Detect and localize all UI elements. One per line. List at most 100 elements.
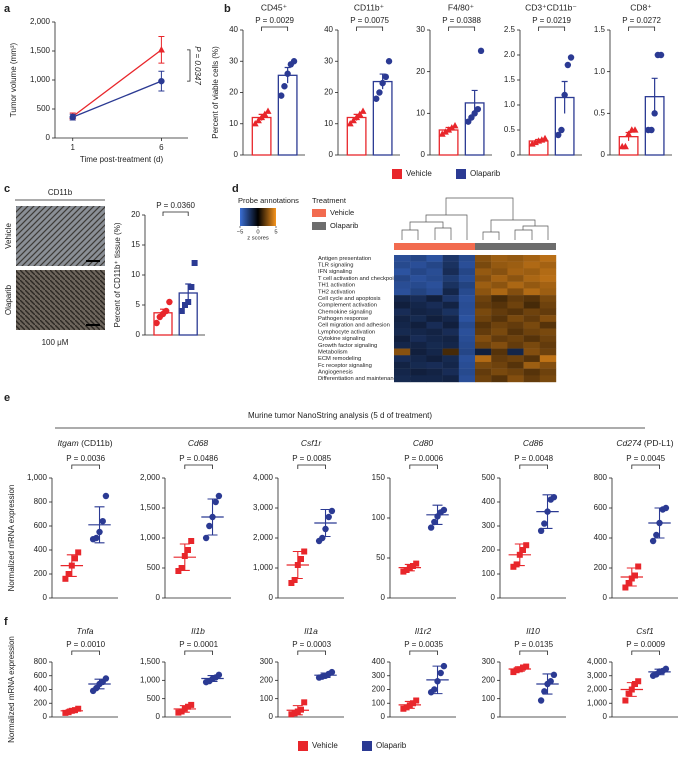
row-label: Lymphocyte activation <box>318 329 375 335</box>
heat-cell <box>426 315 443 323</box>
heat-cell <box>491 321 508 329</box>
y-tick-label: 4,000 <box>253 473 274 482</box>
y-tick-label: 0 <box>601 150 606 159</box>
panel-label: b <box>224 3 231 15</box>
y-tick-label: 800 <box>594 473 608 482</box>
chart-title: Cd80 <box>413 438 434 448</box>
point <box>544 508 551 515</box>
point <box>520 664 526 671</box>
heat-cell <box>523 341 540 349</box>
y-tick-label: 0.5 <box>594 108 606 117</box>
point <box>649 537 657 545</box>
heat-cell <box>475 361 492 369</box>
heat-cell <box>458 275 476 282</box>
significance-bracket <box>297 464 326 469</box>
point <box>550 494 558 501</box>
point <box>175 568 182 574</box>
y-tick-label: 800 <box>34 657 48 666</box>
point <box>178 308 185 314</box>
heat-cell <box>426 321 443 329</box>
image-title: CD11b <box>48 188 73 197</box>
point <box>188 701 195 708</box>
heat-cell <box>426 268 443 276</box>
y-tick-label: 10 <box>324 119 333 128</box>
heat-cell <box>426 255 443 262</box>
heat-cell <box>426 355 443 363</box>
y-tick-label: 4,000 <box>587 657 608 666</box>
p-value: P = 0.0035 <box>404 640 443 649</box>
significance-bracket <box>631 650 660 655</box>
y-tick-label: 400 <box>594 533 608 542</box>
heat-cell <box>394 261 411 269</box>
heat-cell <box>410 281 427 289</box>
y-tick-label: 0 <box>381 712 386 721</box>
significance-bracket <box>519 650 548 655</box>
heat-cell <box>475 301 492 309</box>
y-tick-label: 200 <box>34 698 48 707</box>
panel-label: d <box>232 183 239 195</box>
y-tick-label: 1,000 <box>140 675 161 684</box>
legend-swatch <box>392 169 402 179</box>
y-tick-label: 1,000 <box>30 75 51 84</box>
heat-cell <box>394 308 411 316</box>
chart-title: Tnfa <box>76 626 93 636</box>
point <box>298 556 304 562</box>
heat-cell <box>523 335 540 343</box>
heat-cell <box>410 375 427 383</box>
y-tick-label: 0 <box>491 593 496 602</box>
y-axis-label: Normalized mRNA expression <box>7 485 16 592</box>
point <box>628 575 635 582</box>
image-row-label: Olaparib <box>4 284 13 315</box>
heat-cell <box>394 281 411 289</box>
point <box>541 520 548 527</box>
heat-cell <box>442 255 459 262</box>
row-label: Angiogenesis <box>318 370 353 376</box>
point <box>99 518 106 525</box>
heat-cell <box>426 288 443 296</box>
point <box>400 705 407 712</box>
point <box>440 662 448 670</box>
colorbar <box>240 208 276 226</box>
heat-cell <box>475 268 492 276</box>
point <box>182 302 188 308</box>
heat-cell <box>442 368 459 376</box>
y-tick-label: 200 <box>594 563 608 572</box>
y-tick-label: 10 <box>229 119 238 128</box>
chart-title: Il1r2 <box>415 626 432 636</box>
point <box>379 79 386 87</box>
heat-cell <box>394 335 411 343</box>
point <box>541 134 549 142</box>
colorbar-tick-label: 0 <box>256 230 259 236</box>
y-tick-label: 5 <box>136 300 141 309</box>
row-label: Differentiation and maintenance of myelo… <box>318 376 441 382</box>
point <box>632 572 638 579</box>
heat-cell <box>394 348 411 356</box>
y-tick-label: 1.5 <box>504 75 516 84</box>
heat-cell <box>458 321 476 329</box>
point <box>632 681 638 687</box>
heat-cell <box>410 335 427 343</box>
y-tick-label: 1,000 <box>140 533 161 542</box>
heat-cell <box>491 261 508 269</box>
heat-cell <box>442 375 459 383</box>
p-value: P = 0.0045 <box>626 454 665 463</box>
point <box>102 675 110 682</box>
heat-cell <box>410 321 427 329</box>
heat-cell <box>491 328 508 336</box>
p-value: P = 0.0347 <box>193 46 202 85</box>
significance-bracket <box>631 464 660 469</box>
y-tick-label: 0 <box>136 330 141 339</box>
title-gene: Il1r2 <box>415 626 432 636</box>
heat-cell <box>394 268 411 276</box>
colorbar-tick-label: −5 <box>237 230 244 236</box>
heat-cell <box>442 361 459 369</box>
heat-cell <box>539 361 557 369</box>
point <box>653 531 660 539</box>
y-tick-label: 1,500 <box>140 657 161 666</box>
point <box>72 707 78 714</box>
chart-title: Itgam (CD11b) <box>57 438 112 448</box>
legend-title: Treatment <box>312 196 347 205</box>
heat-cell <box>491 361 508 369</box>
p-value: P = 0.0360 <box>156 201 195 210</box>
